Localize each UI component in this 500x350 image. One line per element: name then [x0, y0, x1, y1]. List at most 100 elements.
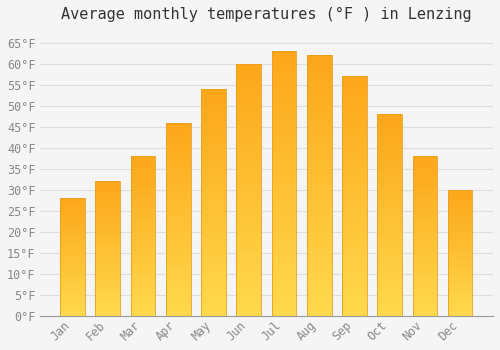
Bar — [342, 227, 366, 230]
Bar — [166, 254, 190, 256]
Bar — [236, 119, 261, 122]
Bar — [448, 224, 472, 225]
Bar — [130, 313, 156, 314]
Bar — [236, 308, 261, 311]
Bar — [307, 133, 332, 136]
Bar — [272, 181, 296, 183]
Bar — [166, 190, 190, 192]
Bar — [236, 220, 261, 223]
Bar — [236, 180, 261, 182]
Bar — [130, 206, 156, 207]
Bar — [307, 230, 332, 232]
Bar — [166, 264, 190, 266]
Bar — [166, 130, 190, 132]
Bar — [130, 190, 156, 191]
Bar — [378, 195, 402, 197]
Bar — [236, 64, 261, 316]
Bar — [236, 293, 261, 296]
Bar — [201, 280, 226, 282]
Bar — [378, 142, 402, 145]
Bar — [342, 309, 366, 311]
Bar — [166, 308, 190, 310]
Bar — [236, 167, 261, 170]
Bar — [236, 71, 261, 74]
Bar — [96, 188, 120, 189]
Bar — [448, 288, 472, 289]
Bar — [166, 140, 190, 142]
Bar — [342, 249, 366, 251]
Bar — [307, 149, 332, 152]
Bar — [236, 197, 261, 200]
Bar — [412, 193, 437, 195]
Bar — [307, 107, 332, 110]
Bar — [96, 183, 120, 184]
Bar — [378, 249, 402, 251]
Bar — [412, 215, 437, 217]
Bar — [342, 172, 366, 175]
Bar — [236, 94, 261, 97]
Bar — [412, 180, 437, 182]
Bar — [201, 216, 226, 218]
Bar — [96, 216, 120, 218]
Bar — [378, 217, 402, 219]
Bar — [342, 79, 366, 81]
Bar — [96, 184, 120, 186]
Bar — [412, 177, 437, 178]
Bar — [378, 229, 402, 231]
Bar — [272, 281, 296, 284]
Bar — [448, 292, 472, 293]
Bar — [166, 285, 190, 287]
Bar — [60, 313, 85, 314]
Bar — [201, 214, 226, 216]
Bar — [307, 128, 332, 131]
Bar — [166, 310, 190, 312]
Bar — [96, 258, 120, 259]
Bar — [448, 200, 472, 201]
Bar — [307, 287, 332, 290]
Bar — [272, 51, 296, 316]
Bar — [307, 152, 332, 154]
Bar — [166, 287, 190, 289]
Bar — [201, 136, 226, 139]
Bar — [272, 205, 296, 207]
Bar — [412, 310, 437, 311]
Bar — [342, 194, 366, 196]
Bar — [307, 311, 332, 313]
Bar — [412, 268, 437, 270]
Bar — [448, 208, 472, 209]
Bar — [130, 308, 156, 310]
Bar — [60, 210, 85, 211]
Bar — [378, 256, 402, 258]
Bar — [201, 123, 226, 125]
Bar — [307, 303, 332, 306]
Bar — [201, 93, 226, 96]
Bar — [130, 183, 156, 185]
Bar — [201, 284, 226, 286]
Bar — [272, 62, 296, 64]
Bar — [272, 287, 296, 289]
Bar — [201, 173, 226, 175]
Bar — [342, 88, 366, 91]
Bar — [272, 157, 296, 160]
Bar — [378, 275, 402, 278]
Bar — [378, 253, 402, 256]
Bar — [96, 191, 120, 192]
Bar — [60, 226, 85, 228]
Bar — [272, 191, 296, 194]
Bar — [236, 147, 261, 149]
Bar — [448, 315, 472, 316]
Bar — [166, 122, 190, 316]
Bar — [166, 167, 190, 169]
Bar — [96, 308, 120, 309]
Bar — [201, 228, 226, 230]
Bar — [166, 221, 190, 223]
Bar — [201, 239, 226, 241]
Bar — [236, 102, 261, 104]
Bar — [166, 215, 190, 217]
Bar — [60, 265, 85, 267]
Bar — [166, 132, 190, 134]
Bar — [96, 284, 120, 285]
Bar — [201, 125, 226, 127]
Bar — [342, 266, 366, 268]
Bar — [272, 144, 296, 146]
